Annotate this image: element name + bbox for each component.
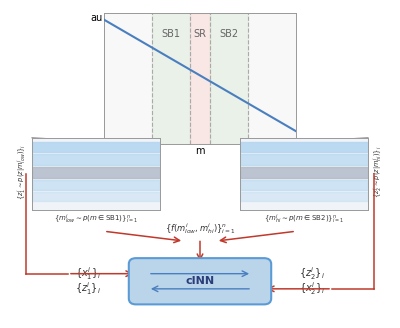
- Bar: [240, 142, 368, 152]
- Text: $\{x_1^i\}_i$: $\{x_1^i\}_i$: [75, 265, 101, 282]
- Bar: [32, 154, 160, 165]
- Text: cINN: cINN: [186, 276, 214, 286]
- Bar: [240, 192, 368, 201]
- Bar: [210, 13, 248, 144]
- Bar: [32, 180, 160, 190]
- Bar: [32, 142, 160, 152]
- Text: $\{x_2^i\}_i$: $\{x_2^i\}_i$: [299, 280, 325, 297]
- Bar: [32, 192, 160, 201]
- Text: $\{z_1^i\}_i$: $\{z_1^i\}_i$: [75, 280, 101, 297]
- Text: SR: SR: [194, 29, 206, 39]
- Bar: [240, 154, 368, 165]
- Text: $\{z_1^i \sim p(z|m_{low}^i)\}_i$: $\{z_1^i \sim p(z|m_{low}^i)\}_i$: [15, 144, 29, 200]
- Bar: [32, 167, 160, 178]
- Text: $\{z_2^i\}_i$: $\{z_2^i\}_i$: [299, 265, 325, 282]
- Bar: [240, 167, 368, 178]
- Text: $\{m_{low}^i \sim p(m \in \mathrm{SB1})\}_{i=1}^n$: $\{m_{low}^i \sim p(m \in \mathrm{SB1})\…: [54, 213, 138, 227]
- Y-axis label: au: au: [90, 13, 102, 23]
- X-axis label: m: m: [195, 146, 205, 156]
- Bar: [190, 13, 210, 144]
- Text: $\{z_2^i \sim p(z|m_{hi}^i)\}_i$: $\{z_2^i \sim p(z|m_{hi}^i)\}_i$: [371, 146, 385, 198]
- FancyBboxPatch shape: [129, 258, 271, 304]
- Text: $\{m_{hi}^i \sim p(m \in \mathrm{SB2})\}_{i=1}^n$: $\{m_{hi}^i \sim p(m \in \mathrm{SB2})\}…: [264, 213, 344, 227]
- Bar: [152, 13, 190, 144]
- Text: SB1: SB1: [162, 29, 181, 39]
- Text: $\{f(m_{low}^i, m_{hi}^i)\}_{i=1}^n$: $\{f(m_{low}^i, m_{hi}^i)\}_{i=1}^n$: [165, 221, 235, 236]
- Bar: [240, 180, 368, 190]
- Text: SB2: SB2: [219, 29, 238, 39]
